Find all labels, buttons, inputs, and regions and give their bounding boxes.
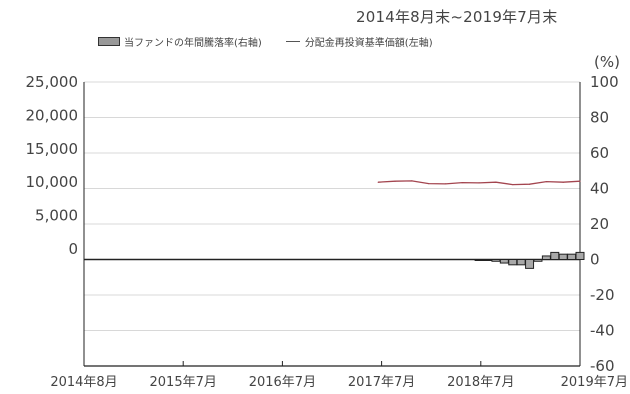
nav-point — [528, 183, 531, 185]
nav-point — [394, 180, 396, 182]
nav-point — [411, 180, 413, 182]
bar — [508, 259, 518, 266]
left-tick-label: 0 — [68, 240, 78, 258]
left-tick-label: 5,000 — [35, 207, 78, 225]
nav-point — [512, 183, 514, 186]
x-tick-label: 2017年7月 — [348, 375, 415, 390]
right-tick-label: -20 — [590, 286, 615, 304]
nav-point — [377, 181, 379, 183]
legend-bar-label: 当ファンドの年間騰落率(右軸) — [124, 38, 262, 49]
x-tick-label: 2015年7月 — [150, 375, 217, 390]
right-axis-ticks: 100 80 60 40 20 0 -20 -40 -60 — [590, 73, 619, 375]
nav-point — [461, 181, 463, 184]
bar — [558, 253, 568, 261]
left-tick-label: 25,000 — [26, 73, 79, 91]
bar-series — [474, 251, 585, 269]
period-label: 2014年8月末~2019年7月末 — [356, 8, 558, 26]
bar — [491, 259, 501, 262]
nav-point — [579, 180, 581, 182]
x-tick-label: 2019年7月 — [561, 375, 628, 390]
nav-point — [562, 181, 564, 183]
legend-line-swatch — [285, 41, 300, 42]
right-tick-label: 80 — [590, 109, 609, 127]
nav-point — [478, 182, 480, 184]
legend-bar-swatch — [98, 37, 120, 46]
right-tick-label: 60 — [590, 144, 609, 162]
x-tick-label: 2014年8月 — [50, 375, 117, 390]
x-tick-label: 2016年7月 — [249, 375, 316, 390]
left-tick-label: 10,000 — [26, 173, 79, 191]
bar — [483, 259, 493, 261]
x-axis: 2014年8月 2015年7月 2016年7月 2017年7月 2018年7月 2019年… — [50, 361, 628, 390]
grid-lines — [83, 81, 581, 366]
right-axis-unit: (%) — [594, 53, 620, 71]
nav-point — [545, 180, 547, 183]
bar — [525, 259, 535, 269]
x-tick-label: 2018年7月 — [447, 375, 514, 390]
right-tick-label: -40 — [590, 322, 615, 340]
bar — [533, 259, 543, 262]
left-tick-label: 20,000 — [26, 106, 79, 124]
right-tick-label: -60 — [590, 357, 615, 375]
left-tick-label: 15,000 — [26, 140, 79, 158]
bar — [550, 251, 560, 260]
right-tick-label: 0 — [590, 251, 600, 269]
bar — [474, 259, 484, 261]
right-tick-label: 20 — [590, 215, 609, 233]
nav-point — [444, 183, 447, 185]
legend-line-label: 分配金再投資基準価額(左軸) — [304, 38, 433, 49]
bar — [499, 259, 509, 264]
bar — [567, 253, 577, 261]
left-axis-ticks: 25,000 20,000 15,000 10,000 5,000 0 — [26, 73, 79, 258]
nav-point — [495, 181, 497, 183]
right-tick-label: 100 — [590, 73, 619, 91]
right-tick-label: 40 — [590, 180, 609, 198]
line-series — [377, 180, 581, 186]
bar — [541, 255, 551, 260]
nav-point — [428, 182, 430, 185]
bar — [575, 251, 585, 260]
legend: 当ファンドの年間騰落率(右軸) 分配金再投資基準価額(左軸) — [98, 34, 433, 49]
bar — [516, 259, 526, 266]
